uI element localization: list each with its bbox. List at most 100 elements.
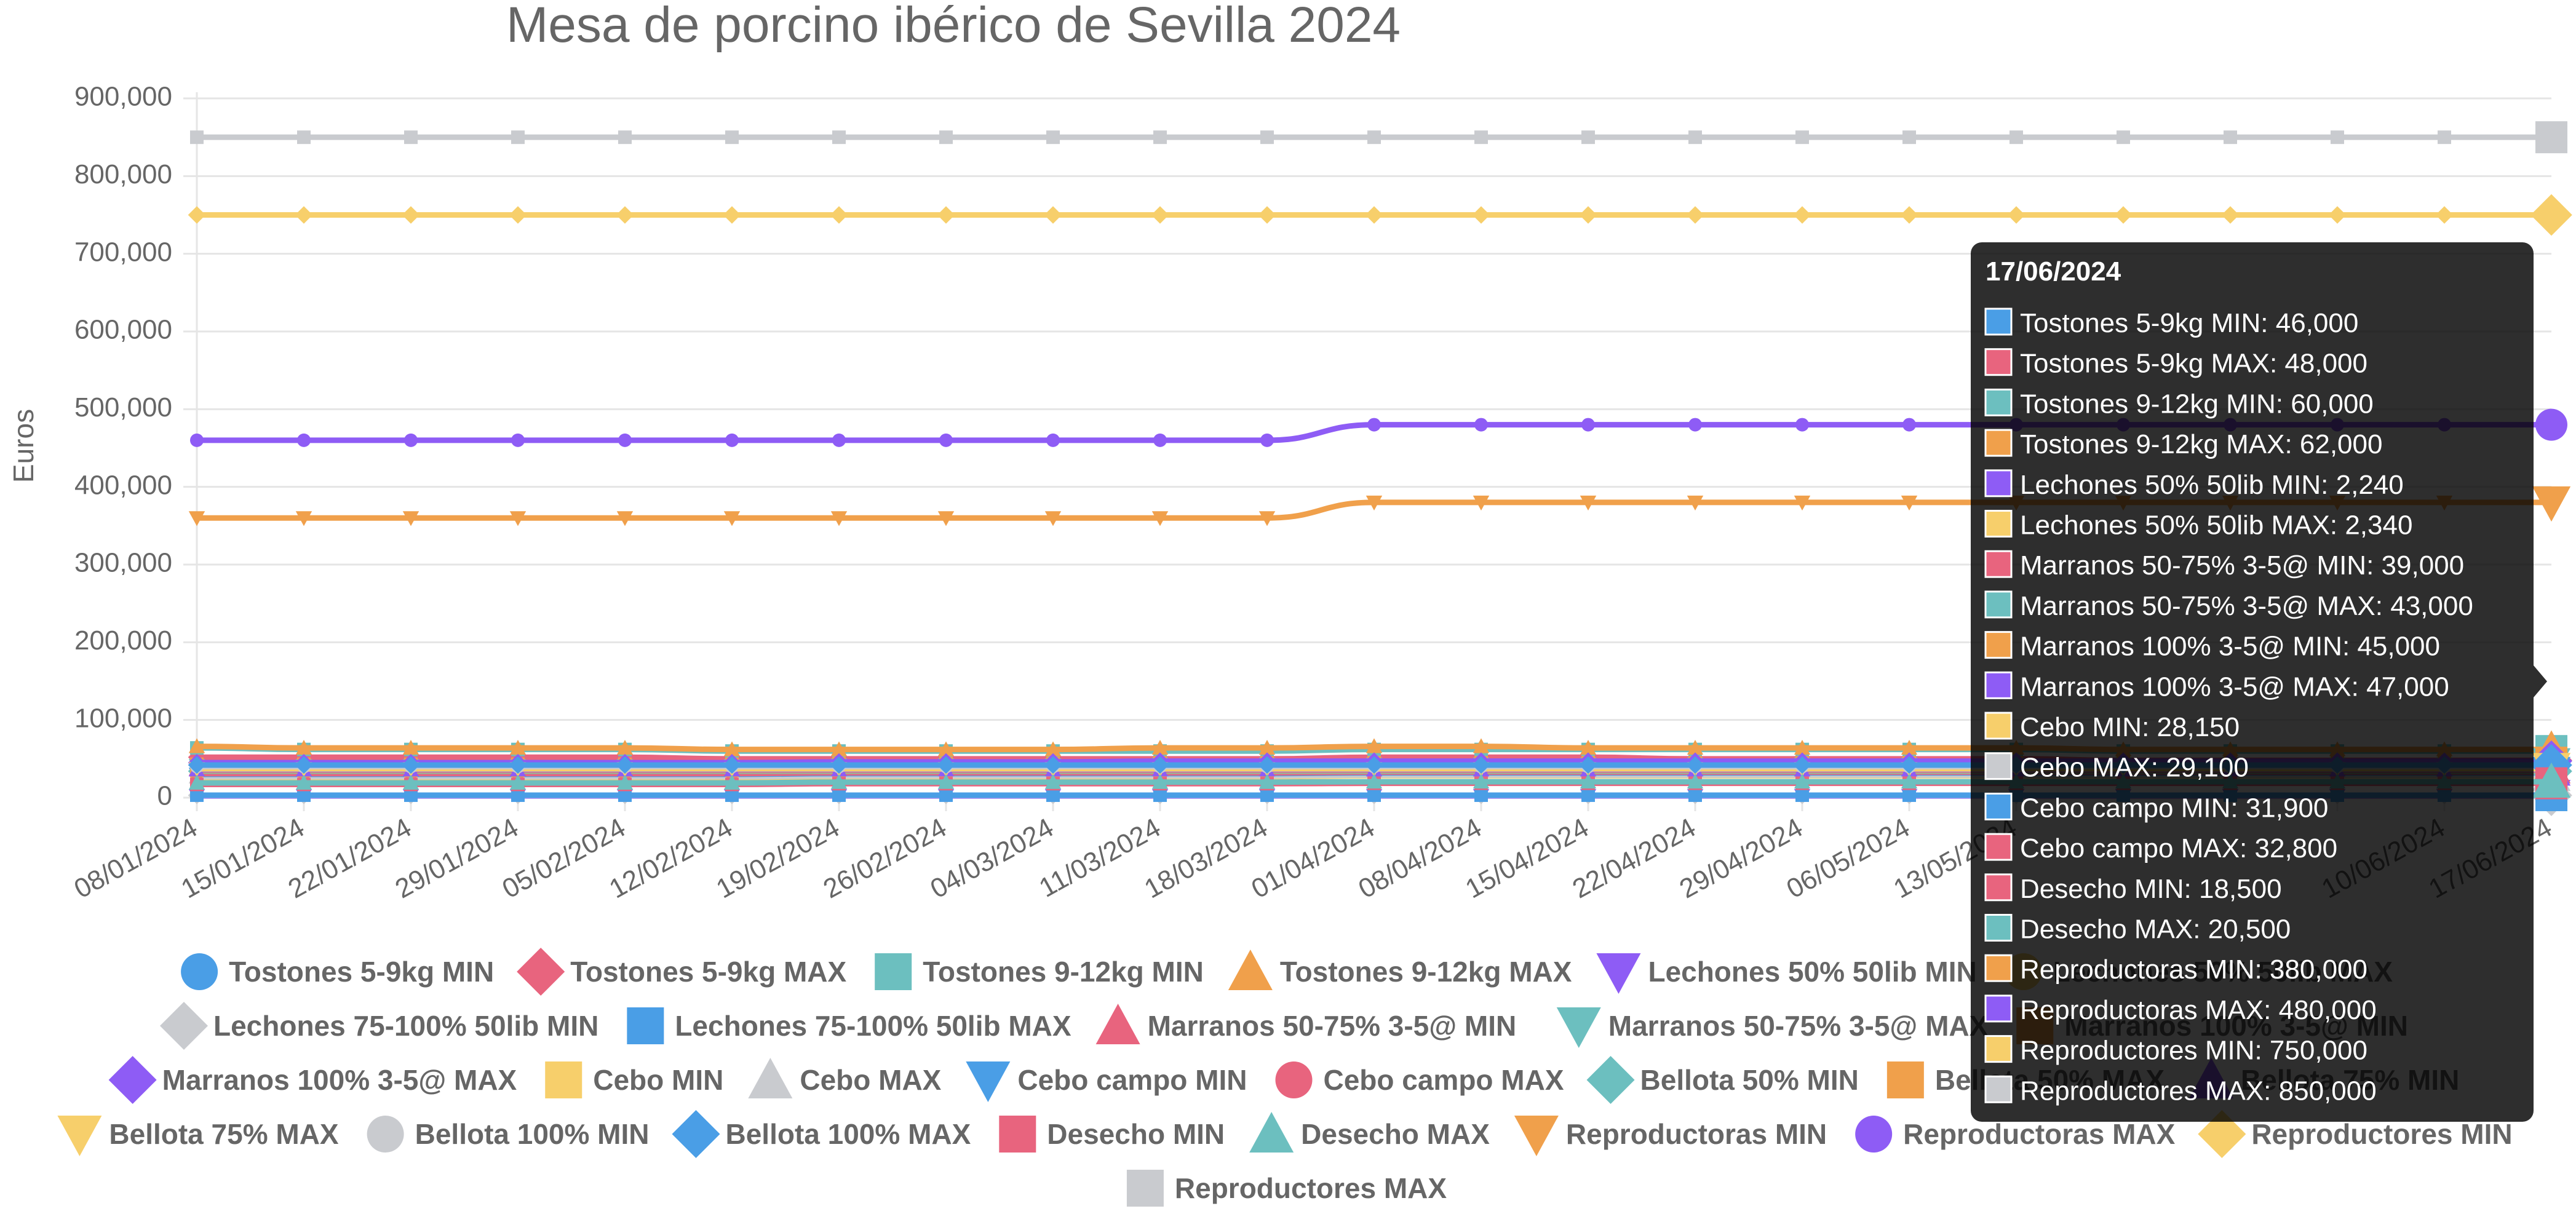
data-point xyxy=(188,738,205,753)
legend-label: Reproductoras MAX xyxy=(1903,1118,2175,1150)
y-tick-label: 800,000 xyxy=(74,159,172,189)
legend-swatch xyxy=(367,1116,404,1153)
data-point xyxy=(2532,762,2571,798)
data-point xyxy=(1044,511,1062,526)
data-point xyxy=(188,206,206,224)
x-tick-label: 19/02/2024 xyxy=(711,812,844,905)
data-point xyxy=(1687,495,1704,511)
tooltip-label: Desecho MIN: 18,500 xyxy=(2020,874,2282,904)
tooltip-label: Marranos 100% 3-5@ MIN: 45,000 xyxy=(2020,632,2440,662)
legend-item: Bellota 100% MAX xyxy=(672,1110,971,1158)
legend-label: Desecho MAX xyxy=(1301,1118,1490,1150)
data-point xyxy=(1473,773,1490,789)
legend-swatch xyxy=(1514,1116,1559,1156)
tooltip-item: Tostones 9-12kg MIN: 60,000 xyxy=(1984,388,2374,419)
legend-item: Cebo MAX xyxy=(748,1058,942,1098)
legend-item: Desecho MAX xyxy=(1249,1112,1490,1153)
data-point xyxy=(509,206,527,224)
data-point xyxy=(295,206,313,224)
tooltip-caret xyxy=(2534,665,2547,697)
data-point xyxy=(1151,206,1169,224)
legend-swatch xyxy=(875,953,912,990)
data-point xyxy=(190,788,204,802)
data-point xyxy=(2114,206,2133,224)
grid xyxy=(183,92,2553,811)
tooltip-swatch xyxy=(1984,1075,2013,1103)
legend-label: Tostones 9-12kg MIN xyxy=(923,956,1204,988)
legend-item: Desecho MIN xyxy=(999,1116,1225,1153)
data-point xyxy=(616,206,634,224)
data-point xyxy=(1367,130,1381,145)
tooltip-item: Tostones 5-9kg MAX: 48,000 xyxy=(1984,348,2367,379)
legend-label: Bellota 50% MIN xyxy=(1640,1064,1859,1096)
data-point xyxy=(2435,206,2454,224)
legend-label: Lechones 50% 50lib MIN xyxy=(1648,956,1976,988)
legend-item: Tostones 9-12kg MAX xyxy=(1228,950,1572,990)
data-point xyxy=(1258,206,1276,224)
data-point xyxy=(1901,495,1918,511)
data-point xyxy=(1044,774,1062,789)
data-point xyxy=(1579,206,1597,224)
data-point xyxy=(2535,408,2567,441)
legend-label: Bellota 100% MAX xyxy=(726,1118,971,1150)
data-point xyxy=(1151,774,1169,789)
x-tick-label: 15/01/2024 xyxy=(176,812,309,905)
tooltip-item: Lechones 50% 50lib MAX: 2,340 xyxy=(1984,510,2412,541)
data-point xyxy=(723,511,741,526)
data-point xyxy=(725,788,739,802)
data-point xyxy=(188,511,205,526)
legend-swatch xyxy=(57,1116,102,1156)
data-point xyxy=(1367,788,1381,802)
tooltip-label: Tostones 9-12kg MAX: 62,000 xyxy=(2020,429,2382,459)
tooltip-swatch xyxy=(1984,510,2013,538)
tooltip-item: Reproductores MIN: 750,000 xyxy=(1984,1035,2367,1066)
x-tick-label: 04/03/2024 xyxy=(925,812,1058,905)
legend-item: Marranos 50-75% 3-5@ MIN xyxy=(1095,1004,1517,1044)
legend-label: Marranos 50-75% 3-5@ MIN xyxy=(1148,1010,1517,1042)
tooltip-swatch xyxy=(1984,590,2013,619)
legend-item: Lechones 50% 50lib MIN xyxy=(1596,953,1977,994)
legend-label: Marranos 50-75% 3-5@ MAX xyxy=(1608,1010,1989,1042)
data-point xyxy=(1793,756,1811,774)
data-point xyxy=(511,788,525,802)
data-point xyxy=(830,756,848,774)
tooltip-item: Reproductoras MAX: 480,000 xyxy=(1984,994,2377,1025)
data-point xyxy=(295,511,312,526)
legend-swatch xyxy=(1228,950,1273,990)
legend-label: Reproductoras MIN xyxy=(1566,1118,1827,1150)
tooltip-swatch xyxy=(1984,752,2013,780)
legend-swatch xyxy=(545,1061,582,1098)
x-tick-label: 01/04/2024 xyxy=(1246,812,1379,905)
legend-item: Tostones 5-9kg MIN xyxy=(181,953,494,990)
data-point xyxy=(1901,739,1918,755)
data-point xyxy=(1044,741,1062,756)
legend-item: Bellota 100% MIN xyxy=(367,1116,650,1153)
data-point xyxy=(188,774,205,790)
data-point xyxy=(2117,130,2130,145)
data-point xyxy=(1258,774,1276,789)
tooltip-swatch xyxy=(1984,550,2013,578)
data-point xyxy=(1365,756,1383,774)
data-point xyxy=(2438,130,2451,145)
data-point xyxy=(1688,418,1702,432)
data-point xyxy=(1258,739,1276,755)
tooltip-label: Cebo campo MAX: 32,800 xyxy=(2020,833,2337,863)
data-point xyxy=(295,756,313,774)
data-point xyxy=(1153,130,1167,145)
legend-swatch xyxy=(2198,1110,2246,1158)
tooltip-label: Marranos 50-75% 3-5@ MIN: 39,000 xyxy=(2020,550,2464,581)
data-point xyxy=(1366,495,1383,511)
data-point xyxy=(1795,788,1809,802)
tooltip-item: Marranos 100% 3-5@ MAX: 47,000 xyxy=(1984,671,2449,702)
data-point xyxy=(1258,756,1276,774)
data-point xyxy=(1686,206,1704,224)
x-tick-label: 22/04/2024 xyxy=(1567,812,1700,905)
series-25 xyxy=(188,194,2572,236)
tooltip-swatch xyxy=(1984,712,2013,740)
legend-swatch xyxy=(999,1116,1036,1153)
data-point xyxy=(1473,738,1490,753)
data-point xyxy=(618,788,632,802)
chart-title: Mesa de porcino ibérico de Sevilla 2024 xyxy=(506,0,1401,53)
data-point xyxy=(1046,130,1060,145)
legend-label: Desecho MIN xyxy=(1047,1118,1225,1150)
